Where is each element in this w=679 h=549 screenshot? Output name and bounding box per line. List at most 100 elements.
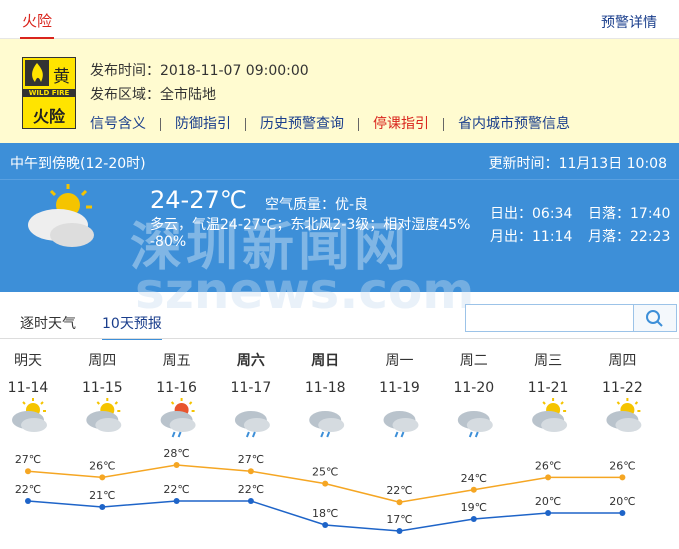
weekday: 周一 [386,353,414,369]
tab-active[interactable]: 10天预报 [102,313,162,340]
weather-icon [383,411,419,438]
low-label: 22℃ [15,483,41,496]
weekday: 周四 [608,353,636,369]
high-point [396,499,403,506]
sun-rays [170,398,195,412]
value: 优-良 [335,197,369,213]
link[interactable]: 省内城市预警信息 [443,117,584,131]
low-point [247,498,254,504]
low-label: 17℃ [386,513,412,526]
date: 11-16 [156,380,197,396]
search-input[interactable] [465,304,634,332]
low-label: 18℃ [312,507,338,520]
low-point [470,516,477,522]
weekday: 周日 [311,353,339,369]
low-point [173,498,180,504]
weekday: 周六 [237,352,265,369]
icon-label: 火险 [32,107,65,126]
cloud [95,418,122,432]
label: 发布时间： [90,63,160,79]
weather-icon [606,398,642,432]
weather-icon [234,411,270,438]
warning-panel: 黄 WILD FIRE 火险 发布时间：2018-11-07 09:00:00 … [0,39,679,143]
details-link[interactable]: 预警详情 [601,15,657,31]
label: 日出： [490,206,532,222]
high-point [545,474,552,481]
low-label: 19℃ [461,501,487,514]
tab-active[interactable]: 火险 [20,10,55,40]
cloud [318,418,345,432]
icon-level: 黄 [53,67,70,87]
low-point [396,528,403,534]
links-row: 信号含义 防御指引 历史预警查询 停课指引 省内城市预警信息 [90,116,584,132]
weekday: 周四 [88,353,116,369]
link[interactable]: 历史预警查询 [245,117,358,131]
top-bar: 火险 预警详情 [0,0,679,40]
sunrise: 日出：06:34 [490,203,572,223]
date: 11-15 [82,380,123,396]
rain [394,431,405,438]
cloud [466,418,493,432]
high-label: 27℃ [15,453,41,466]
value: 11:14 [532,229,573,245]
now-icon [28,184,94,247]
high-point [173,462,180,468]
high-label: 26℃ [535,459,561,472]
low-point [322,522,329,528]
cloud [21,418,47,432]
high-label: 27℃ [238,453,264,466]
label: 月出： [490,229,532,245]
weather-icon [86,398,122,432]
time-row: 发布时间：2018-11-07 09:00:00 [90,60,309,80]
now-header [0,143,679,180]
rain [320,431,331,438]
warning-icon: 黄 WILD FIRE 火险 [22,57,76,129]
high-point [25,468,31,475]
high-point [619,474,626,481]
link[interactable]: 信号含义 [90,116,146,132]
weekday: 明天 [14,353,42,369]
cloud [615,418,642,432]
now-temp: 24-27℃ [150,186,247,214]
label: 空气质量： [265,197,335,213]
link[interactable]: 停课指引 [358,117,443,131]
tab[interactable]: 逐时天气 [20,316,76,332]
sun-rays [96,398,121,412]
weekday: 周二 [460,353,488,369]
sun-rays [616,398,641,412]
low-point [25,498,31,504]
now-panel: 中午到傍晚(12-20时) 更新时间：11月13日 10:08 24-27℃ 空… [0,143,679,292]
value: 17:40 [630,206,671,222]
watermark: 深圳新闻网 [130,218,411,278]
date: 11-19 [379,380,420,396]
low-point [619,510,626,516]
value: 全市陆地 [160,87,216,103]
low-label: 20℃ [535,495,561,508]
weather-icon [532,398,568,432]
weekday: 周五 [163,353,191,369]
search-button[interactable] [633,304,677,332]
weather-icon [12,398,47,432]
update-row: 更新时间：11月13日 10:08 [489,153,667,173]
sunset: 日落：17:40 [588,203,670,223]
value: 06:34 [532,206,573,222]
link[interactable]: 防御指引 [160,117,245,131]
weekday: 周三 [534,353,562,369]
label: 更新时间： [488,156,559,172]
divider [0,338,679,339]
low-label: 22℃ [163,483,189,496]
watermark: sznews.com [135,262,475,320]
low-point [545,510,552,516]
high-label: 25℃ [312,466,338,479]
low-label: 21℃ [89,489,115,502]
high-label: 26℃ [609,459,635,472]
high-label: 28℃ [163,447,189,460]
rain [245,431,256,438]
cloud [392,418,419,432]
date: 11-20 [453,380,494,396]
high-point [470,486,477,493]
value: 11月13日 10:08 [558,156,667,172]
weather-icon [457,411,493,438]
high-label: 26℃ [89,459,115,472]
